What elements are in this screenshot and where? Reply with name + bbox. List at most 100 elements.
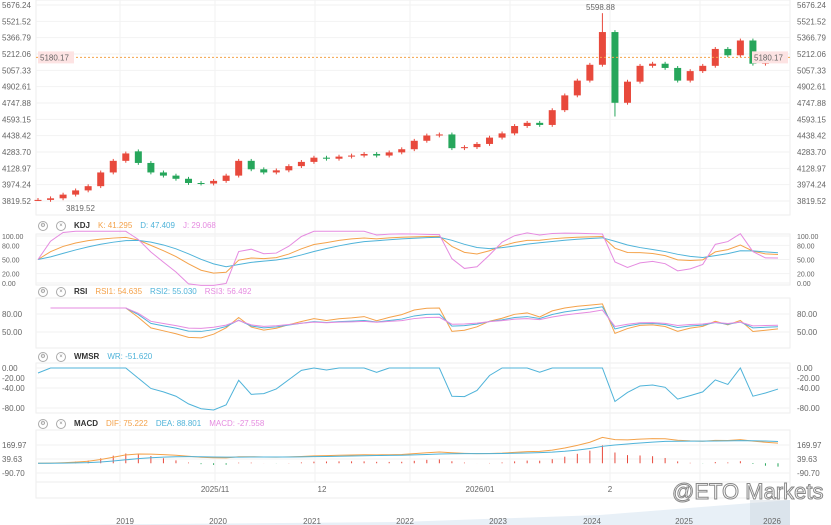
x-axis-label: 2025/11 [201, 485, 230, 494]
candle-body [185, 178, 193, 184]
navigator-window [750, 500, 790, 525]
candle-body [335, 156, 343, 159]
close-icon[interactable]: × [56, 221, 66, 231]
price-tick-right: 4283.70 [797, 148, 826, 157]
wr-tick-right: -20.00 [797, 374, 820, 383]
wr-tick-left: -40.00 [2, 384, 25, 393]
close-icon[interactable]: × [56, 287, 66, 297]
x-axis-label: 2 [608, 485, 613, 494]
navigator-area [36, 500, 790, 525]
candle-body [573, 80, 581, 96]
price-tick-right: 4593.15 [797, 115, 826, 124]
candle-body [410, 140, 418, 150]
macd-header: ⚙ × MACD DIF: 75.222 DEA: 88.801 MACD: -27.55… [38, 419, 264, 429]
price-tick-right: 5521.52 [797, 17, 826, 26]
macd-dif: DIF: 75.222 [106, 419, 148, 428]
pane-frame [35, 0, 791, 216]
navigator-year-label: 2021 [303, 517, 321, 525]
price-tick-left: 4283.70 [2, 148, 31, 157]
candle-body [272, 170, 280, 173]
candle-body [385, 152, 393, 156]
candle-body [686, 71, 694, 81]
candle-body [398, 149, 406, 153]
kdj-tick-left: 80.00 [2, 243, 20, 250]
rsi2: RSI2: 55.030 [150, 287, 197, 296]
rsi-name: RSI [74, 287, 88, 296]
kdj-tick-right: 20.00 [797, 272, 815, 279]
price-tick-left: 5676.24 [2, 1, 31, 10]
candle-body [147, 162, 155, 173]
kdj-tick-right: 50.00 [797, 258, 815, 265]
kdj-j-line [37, 230, 779, 286]
price-tick-left: 3974.24 [2, 181, 31, 190]
candle-body [247, 160, 255, 170]
settings-icon[interactable]: ⚙ [38, 352, 48, 362]
candle-body [473, 143, 481, 148]
wmsr-name: WMSR [74, 352, 100, 361]
candle-body [699, 65, 707, 72]
candle-body [72, 190, 80, 195]
current-price-right: 5180.17 [754, 53, 783, 62]
current-price-tag [752, 51, 788, 64]
candle-body [423, 135, 431, 141]
rsi1: RSI1: 54.635 [95, 287, 143, 296]
close-icon[interactable]: × [56, 419, 66, 429]
navigator-year-label: 2025 [675, 517, 693, 525]
candle-body [623, 81, 631, 103]
macd-dea-line [37, 440, 779, 464]
candle-body [435, 134, 443, 136]
wr-tick-right: -40.00 [797, 384, 820, 393]
current-price-tag [38, 51, 74, 64]
candle-body [373, 153, 381, 156]
macd-tick-right: -90.70 [797, 469, 820, 478]
watermark-logo: @ETO Markets [672, 479, 825, 504]
rsi-header: ⚙ × RSI RSI1: 54.635 RSI2: 55.030 RSI3: 56.49… [38, 287, 251, 297]
wr-tick-left: 0.00 [2, 364, 18, 373]
kdj-d-line [37, 236, 779, 268]
candle-body [523, 122, 531, 126]
price-tick-right: 5212.06 [797, 50, 826, 59]
candle-body [235, 160, 243, 176]
rsi1-line [50, 303, 779, 339]
price-tick-right: 3819.52 [797, 197, 826, 206]
current-price-left: 5180.17 [40, 53, 69, 62]
price-tick-left: 4128.97 [2, 164, 31, 173]
kdj-j: J: 29.068 [182, 221, 216, 230]
kdj-d: D: 47.409 [140, 221, 175, 230]
navigator-year-label: 2020 [209, 517, 227, 525]
settings-icon[interactable]: ⚙ [38, 287, 48, 297]
candle-body [285, 166, 293, 171]
max-price-label: 5598.88 [586, 3, 615, 12]
close-icon[interactable]: × [56, 352, 66, 362]
x-axis-label: 2026/01 [466, 485, 495, 494]
candle-body [109, 160, 117, 173]
candle-body [159, 172, 167, 176]
price-tick-left: 4593.15 [2, 115, 31, 124]
wr-tick-right: 0.00 [797, 364, 813, 373]
candle-body [197, 183, 205, 185]
settings-icon[interactable]: ⚙ [38, 221, 48, 231]
price-tick-right: 4438.42 [797, 132, 826, 141]
pane-frame [35, 481, 791, 499]
macd-value: MACD: -27.558 [209, 419, 265, 428]
candle-body [348, 155, 356, 157]
settings-icon[interactable]: ⚙ [38, 419, 48, 429]
candle-body [360, 153, 368, 156]
kdj-name: KDJ [74, 221, 91, 230]
macd-name: MACD [74, 419, 98, 428]
kdj-tick-right: 100.00 [797, 234, 819, 241]
kdj-tick-left: 20.00 [2, 272, 20, 279]
wr-tick-right: -80.00 [797, 404, 820, 413]
candle-body [536, 122, 544, 125]
candle-body [636, 65, 644, 82]
macd-dea: DEA: 88.801 [155, 419, 202, 428]
kdj-tick-right: 0.00 [797, 281, 811, 288]
candle-body [649, 63, 657, 66]
wr-tick-left: -20.00 [2, 374, 25, 383]
kdj-tick-left: 50.00 [2, 258, 20, 265]
wr-tick-left: -80.00 [2, 404, 25, 413]
pane-frame [35, 297, 791, 349]
macd-tick-left: 39.63 [2, 455, 23, 464]
candle-body [448, 134, 456, 149]
